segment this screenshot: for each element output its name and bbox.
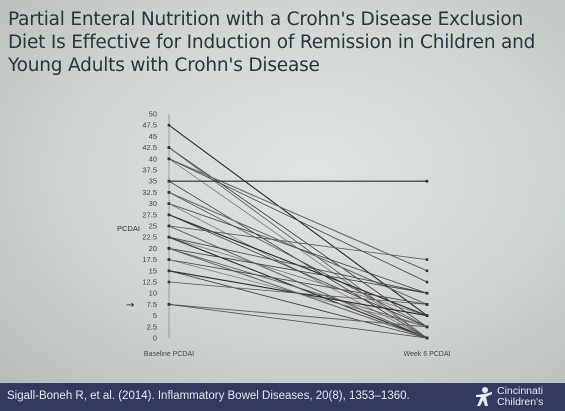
- series-line: [168, 158, 428, 283]
- series-point: [425, 291, 429, 295]
- x-tick-label: Week 6 PCDAI: [404, 351, 451, 358]
- y-tick-label: 25: [149, 222, 157, 231]
- series-line: [168, 270, 428, 339]
- series-point: [167, 202, 171, 205]
- series-point: [167, 179, 171, 183]
- y-tick-label: 7.5: [147, 300, 157, 309]
- footer-bar: Sigall-Boneh R, et al. (2014). Inflammat…: [0, 383, 565, 411]
- y-tick-labels: 0 2.5 5 7.5 10 12.5 15 17.5 20 22.5 25 27.5 30 32.5 35…: [142, 110, 157, 343]
- y-tick-label: 30: [149, 199, 157, 208]
- series-point: [167, 280, 171, 284]
- series-point: [167, 224, 171, 228]
- series-line: [168, 248, 428, 294]
- logo-wordmark: Cincinnati Children's: [497, 386, 543, 408]
- child-figure-icon: [476, 387, 492, 406]
- y-tick-label: 15: [149, 266, 157, 275]
- series-point: [425, 303, 429, 306]
- slide-title: Partial Enteral Nutrition with a Crohn's…: [8, 9, 536, 76]
- series-point: [167, 303, 171, 306]
- series-lines: [167, 123, 429, 340]
- y-tick-label: 37.5: [142, 166, 157, 175]
- x-tick-labels: Baseline PCDAI Week 6 PCDAI: [144, 351, 451, 358]
- y-tick-label: 27.5: [142, 210, 157, 219]
- series-point: [167, 258, 171, 261]
- y-tick-label: 17.5: [142, 255, 157, 264]
- series-point: [167, 157, 171, 161]
- series-point: [425, 325, 429, 329]
- series-line: [168, 236, 428, 294]
- reference-arrow-icon: →: [126, 300, 134, 311]
- cincinnati-childrens-logo: Cincinnati Children's: [470, 383, 562, 411]
- y-axis-label: PCDAI: [117, 224, 140, 233]
- series-point: [167, 269, 171, 273]
- series-point: [425, 269, 429, 273]
- y-tick-label: 22.5: [142, 233, 157, 242]
- y-tick-label: 12.5: [142, 278, 157, 287]
- y-tick-label: 2.5: [147, 322, 157, 331]
- series-point: [167, 123, 171, 127]
- series-line: [168, 225, 428, 260]
- logo-line-2: Children's: [497, 396, 544, 408]
- series-point: [167, 213, 171, 217]
- series-point: [425, 336, 429, 340]
- series-point: [425, 179, 429, 183]
- series-line: [168, 304, 428, 339]
- series-point: [167, 191, 171, 194]
- y-tick-label: 45: [149, 132, 157, 141]
- series-line: [168, 248, 428, 328]
- pcdai-line-chart: 0 2.5 5 7.5 10 12.5 15 17.5 20 22.5 25 27.5 30 32.5 35…: [117, 110, 451, 359]
- series-point: [425, 258, 429, 261]
- series-line: [168, 203, 428, 294]
- y-tick-label: 32.5: [142, 188, 157, 197]
- series-line: [168, 158, 428, 272]
- series-line: [168, 303, 428, 328]
- y-tick-label: 5: [153, 311, 157, 320]
- logo-line-1: Cincinnati: [497, 385, 544, 397]
- series-line: [168, 259, 428, 305]
- series-line: [168, 236, 428, 316]
- y-tick-label: 35: [149, 177, 157, 186]
- series-point: [167, 235, 171, 239]
- y-tick-label: 47.5: [142, 121, 157, 130]
- y-tick-label: 10: [149, 289, 157, 298]
- series-point: [167, 146, 171, 149]
- x-tick-label: Baseline PCDAI: [144, 351, 194, 358]
- y-tick-label: 50: [149, 110, 157, 119]
- series-point: [167, 247, 171, 250]
- series-line: [168, 281, 428, 305]
- y-tick-label: 20: [149, 244, 157, 253]
- y-tick-label: 42.5: [142, 143, 157, 152]
- y-tick-label: 0: [153, 334, 157, 343]
- series-point: [425, 280, 429, 284]
- series-line: [168, 192, 428, 328]
- y-tick-label: 40: [149, 154, 157, 163]
- citation-text: Sigall-Boneh R, et al. (2014). Inflammat…: [7, 390, 410, 402]
- series-point: [425, 314, 429, 317]
